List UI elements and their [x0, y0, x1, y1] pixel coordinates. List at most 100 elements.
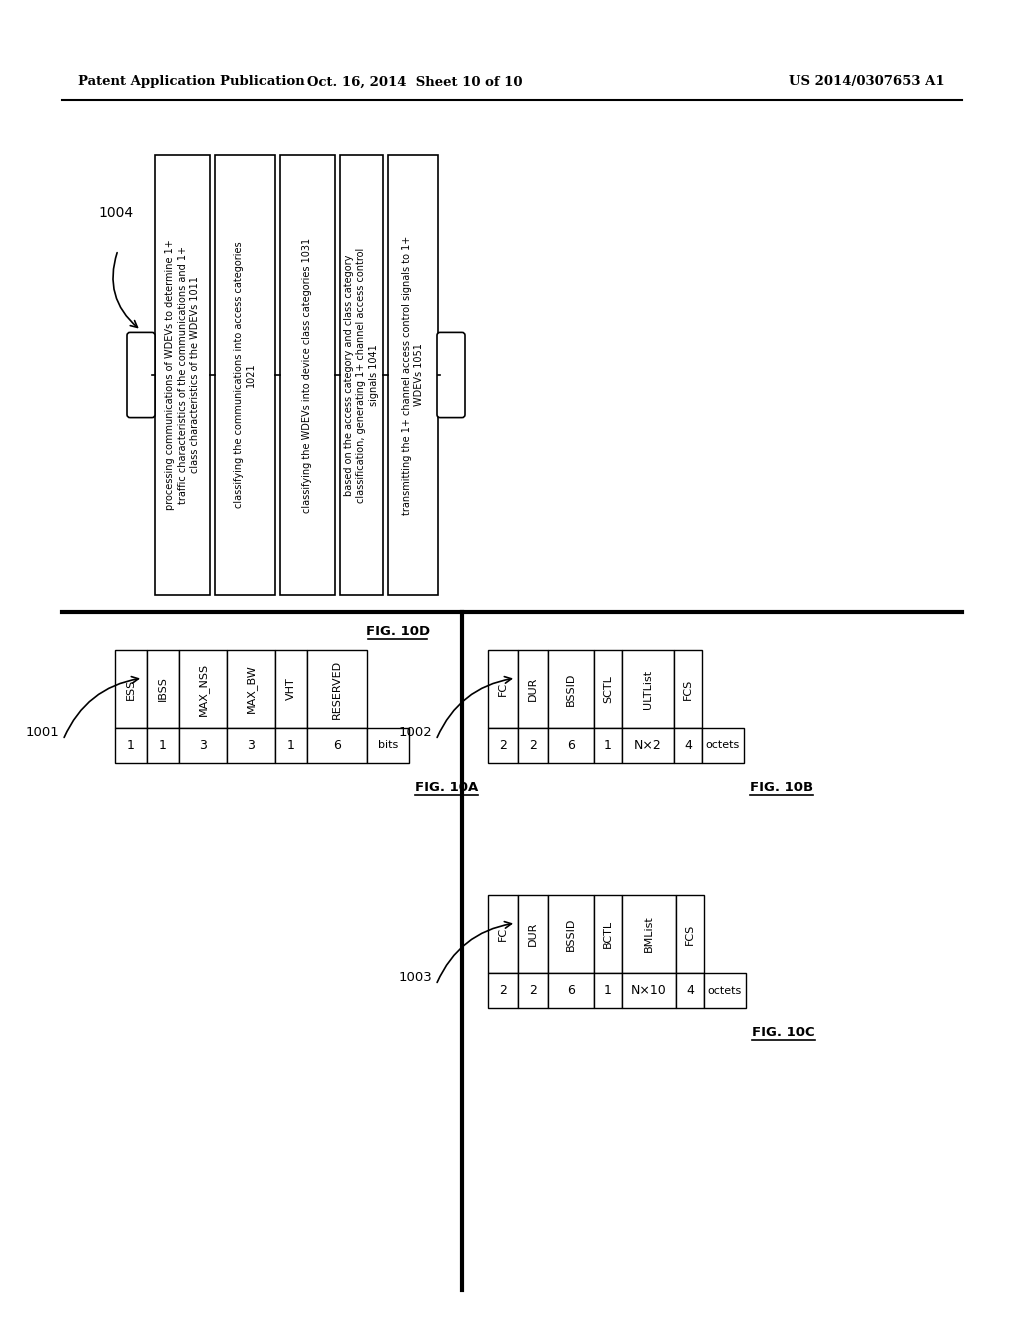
- Bar: [488, 895, 518, 973]
- Bar: [115, 729, 147, 763]
- Text: 6: 6: [567, 739, 574, 752]
- Bar: [702, 729, 744, 763]
- Bar: [548, 729, 594, 763]
- Bar: [215, 154, 275, 595]
- Text: 1: 1: [287, 739, 295, 752]
- Text: IBSS: IBSS: [158, 677, 168, 701]
- Text: classifying the communications into access categories
1021: classifying the communications into acce…: [233, 242, 256, 508]
- Bar: [488, 649, 518, 729]
- Text: 1003: 1003: [398, 972, 432, 983]
- Text: octets: octets: [706, 741, 740, 751]
- Text: VHT: VHT: [286, 677, 296, 701]
- Text: 4: 4: [684, 739, 692, 752]
- Bar: [622, 649, 674, 729]
- Text: 1: 1: [127, 739, 135, 752]
- Text: Patent Application Publication: Patent Application Publication: [78, 75, 305, 88]
- Bar: [388, 154, 438, 595]
- Bar: [594, 729, 622, 763]
- Bar: [488, 973, 518, 1008]
- Bar: [518, 973, 548, 1008]
- Text: FC: FC: [498, 927, 508, 941]
- Text: BMList: BMList: [644, 916, 654, 952]
- Text: BSSID: BSSID: [566, 672, 575, 706]
- Text: 4: 4: [686, 983, 694, 997]
- Text: 3: 3: [247, 739, 255, 752]
- Bar: [674, 729, 702, 763]
- Bar: [147, 649, 179, 729]
- Bar: [518, 649, 548, 729]
- Text: 2: 2: [499, 983, 507, 997]
- Text: FCS: FCS: [683, 678, 693, 700]
- Text: FIG. 10D: FIG. 10D: [366, 624, 430, 638]
- Bar: [115, 649, 147, 729]
- Bar: [307, 729, 367, 763]
- Text: 1002: 1002: [398, 726, 432, 739]
- Bar: [307, 649, 367, 729]
- Bar: [227, 729, 275, 763]
- Text: FC: FC: [498, 682, 508, 696]
- Bar: [548, 895, 594, 973]
- Text: based on the access category and class category
classification, generating 1+ ch: based on the access category and class c…: [344, 247, 379, 503]
- Text: 1: 1: [604, 983, 612, 997]
- Bar: [488, 729, 518, 763]
- Bar: [594, 649, 622, 729]
- Text: BCTL: BCTL: [603, 920, 613, 948]
- Bar: [340, 154, 383, 595]
- Text: 6: 6: [333, 739, 341, 752]
- Bar: [622, 973, 676, 1008]
- FancyBboxPatch shape: [437, 333, 465, 417]
- Text: classifying the WDEVs into device class categories 1031: classifying the WDEVs into device class …: [302, 238, 312, 512]
- Bar: [622, 729, 674, 763]
- Bar: [147, 729, 179, 763]
- Text: SCTL: SCTL: [603, 675, 613, 704]
- Bar: [594, 973, 622, 1008]
- Text: 1: 1: [604, 739, 612, 752]
- Text: FCS: FCS: [685, 924, 695, 945]
- Text: 2: 2: [499, 739, 507, 752]
- Bar: [518, 729, 548, 763]
- Bar: [280, 154, 335, 595]
- Text: US 2014/0307653 A1: US 2014/0307653 A1: [790, 75, 945, 88]
- Bar: [548, 649, 594, 729]
- Text: 1: 1: [159, 739, 167, 752]
- Text: transmitting the 1+ channel access control signals to 1+
WDEVs 1051: transmitting the 1+ channel access contr…: [401, 235, 424, 515]
- Bar: [155, 154, 210, 595]
- Bar: [676, 973, 705, 1008]
- Text: 2: 2: [529, 983, 537, 997]
- Text: ULTList: ULTList: [643, 669, 653, 709]
- Bar: [518, 895, 548, 973]
- Bar: [179, 649, 227, 729]
- Bar: [622, 895, 676, 973]
- Bar: [179, 729, 227, 763]
- Text: MAX_NSS: MAX_NSS: [198, 663, 209, 715]
- Bar: [676, 895, 705, 973]
- Bar: [275, 729, 307, 763]
- Bar: [674, 649, 702, 729]
- FancyBboxPatch shape: [127, 333, 155, 417]
- Text: MAX_BW: MAX_BW: [246, 665, 256, 713]
- Text: ESS: ESS: [126, 678, 136, 700]
- Text: FIG. 10B: FIG. 10B: [750, 781, 813, 795]
- Bar: [594, 895, 622, 973]
- Bar: [275, 649, 307, 729]
- Text: processing communications of WDEVs to determine 1+
traffic characteristics of th: processing communications of WDEVs to de…: [165, 240, 200, 511]
- Text: 1004: 1004: [98, 206, 133, 220]
- Text: FIG. 10A: FIG. 10A: [415, 781, 478, 795]
- Bar: [367, 729, 409, 763]
- Text: 1001: 1001: [26, 726, 59, 739]
- Text: octets: octets: [708, 986, 742, 995]
- Text: 3: 3: [199, 739, 207, 752]
- Bar: [227, 649, 275, 729]
- Text: 2: 2: [529, 739, 537, 752]
- Text: FIG. 10C: FIG. 10C: [752, 1026, 815, 1039]
- Text: Oct. 16, 2014  Sheet 10 of 10: Oct. 16, 2014 Sheet 10 of 10: [307, 75, 522, 88]
- Text: N×2: N×2: [634, 739, 662, 752]
- Bar: [548, 973, 594, 1008]
- Text: RESERVED: RESERVED: [332, 660, 342, 718]
- Text: DUR: DUR: [528, 677, 538, 701]
- Text: N×10: N×10: [631, 983, 667, 997]
- Text: bits: bits: [378, 741, 398, 751]
- Text: DUR: DUR: [528, 921, 538, 946]
- Bar: [705, 973, 746, 1008]
- Text: BSSID: BSSID: [566, 917, 575, 950]
